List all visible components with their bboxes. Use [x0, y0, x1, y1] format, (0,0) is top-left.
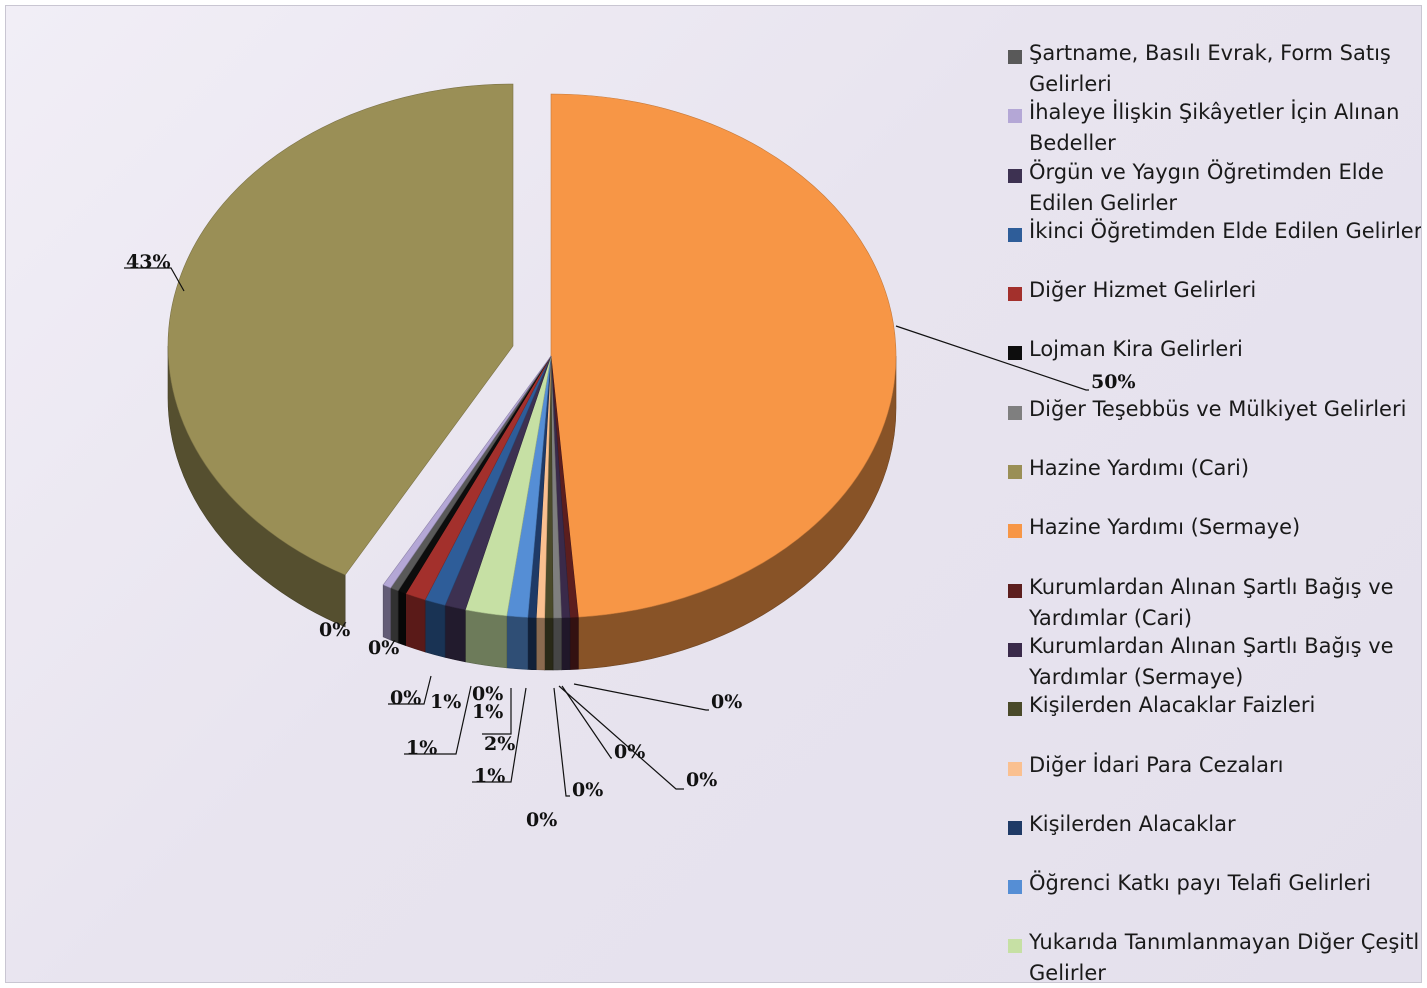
data-label: 1% [474, 765, 505, 787]
pie-slice-side [424, 599, 446, 658]
legend-label: Hazine Yardımı (Sermaye) [1029, 515, 1301, 540]
legend-item: Öğrenci Katkı payı Telafi Gelirleri [1006, 871, 1421, 931]
pie-tops [167, 83, 897, 619]
legend-item: Kişilerden Alacaklar [1006, 812, 1421, 872]
data-label: 0% [711, 691, 742, 713]
pie-slice [550, 93, 897, 618]
pie-slice-side [535, 617, 545, 671]
pie-slice-side [405, 593, 426, 653]
data-label: 0% [319, 619, 350, 641]
legend-label: Kurumlardan Alınan Şartlı Bağış ve Yardı… [1029, 574, 1394, 630]
data-label: 1% [430, 691, 461, 713]
legend-swatch [1008, 939, 1022, 954]
legend-swatch [1008, 287, 1022, 302]
legend-swatch [1008, 227, 1022, 242]
legend: Şartname, Basılı Evrak, Form Satış Gelir… [1006, 41, 1421, 982]
leader-line [561, 685, 612, 759]
data-label: 0% [368, 637, 399, 659]
leader-line [482, 688, 512, 735]
legend-item: Hazine Yardımı (Sermaye) [1006, 515, 1421, 575]
legend-label: İhaleye İlişkin Şikâyetler İçin Alınan B… [1029, 100, 1400, 156]
chart-frame: 0% 0% 1% 1% 1% 0% 0% 43% 50% 0% 0% 0% 0% 1% 2% 0% Şartn… [5, 5, 1422, 983]
legend-label: Kişilerden Alacaklar Faizleri [1029, 693, 1316, 718]
legend-swatch [1008, 109, 1022, 124]
legend-item: Kişilerden Alacaklar Faizleri [1006, 693, 1421, 753]
pie-chart: 0%0%1%1%1%0%0%43%50%0%0%0%0%1%2%0% [124, 83, 1136, 831]
legend-label: Öğrenci Katkı payı Telafi Gelirleri [1029, 871, 1372, 896]
data-label: 0% [614, 741, 645, 763]
pie-slice-side [552, 617, 562, 671]
pie-slice [167, 83, 514, 576]
legend-label: Kişilerden Alacaklar [1029, 811, 1236, 836]
leader-line [895, 325, 1089, 391]
legend-label: Şartname, Basılı Evrak, Form Satış Gelir… [1029, 41, 1391, 96]
pie-slice-side [527, 617, 537, 671]
leader-line [388, 675, 432, 705]
legend-item: Örgün ve Yaygın Öğretimden Elde Edilen G… [1006, 160, 1421, 220]
legend-item: Hazine Yardımı (Cari) [1006, 456, 1421, 516]
data-label: 50% [1091, 371, 1136, 393]
leader-line [404, 685, 472, 755]
legend-swatch [1008, 346, 1022, 361]
pie-slice-side [561, 617, 571, 671]
legend-swatch [1008, 583, 1022, 598]
legend-item: Diğer Teşebbüs ve Mülkiyet Gelirleri [1006, 397, 1421, 457]
legend-label: Diğer Hizmet Gelirleri [1029, 278, 1257, 303]
legend-label: Örgün ve Yaygın Öğretimden Elde Edilen G… [1029, 159, 1384, 215]
leader-line [558, 685, 684, 790]
data-label: 0% [686, 769, 717, 791]
legend-item: Kurumlardan Alınan Şartlı Bağış ve Yardı… [1006, 634, 1421, 694]
legend-label: Kurumlardan Alınan Şartlı Bağış ve Yardı… [1029, 633, 1394, 689]
pie-slice-side [569, 616, 579, 670]
pie-slice-side [444, 604, 466, 663]
data-label: 43% [126, 251, 171, 273]
data-label: 0% [572, 779, 603, 801]
legend-swatch [1008, 820, 1022, 835]
data-label: 0% [472, 683, 503, 705]
legend-swatch [1008, 405, 1022, 420]
legend-item: İhaleye İlişkin Şikâyetler İçin Alınan B… [1006, 100, 1421, 160]
legend-label: Diğer Teşebbüs ve Mülkiyet Gelirleri [1029, 396, 1407, 421]
pie-slice-side [544, 617, 554, 671]
legend-swatch [1008, 880, 1022, 895]
legend-item: Diğer Hizmet Gelirleri [1006, 278, 1421, 338]
leader-line [124, 267, 185, 292]
legend-swatch [1008, 702, 1022, 717]
legend-swatch [1008, 761, 1022, 776]
data-label: 1% [472, 701, 503, 723]
data-label: 0% [390, 687, 421, 709]
leader-lines [124, 267, 1089, 797]
legend-item: Kurumlardan Alınan Şartlı Bağış ve Yardı… [1006, 575, 1421, 635]
pie-sides [167, 345, 897, 671]
legend-label: Lojman Kira Gelirleri [1029, 337, 1243, 362]
legend-swatch [1008, 168, 1022, 183]
pie-slice-side [390, 587, 399, 644]
data-label: 2% [484, 733, 515, 755]
data-labels: 0%0%1%1%1%0%0%43%50%0%0%0%0%1%2%0% [126, 251, 1136, 831]
legend-swatch [1008, 465, 1022, 480]
data-label: 1% [406, 737, 437, 759]
pie-slice [382, 355, 552, 589]
legend-item: Yukarıda Tanımlanmayan Diğer Çeşitli Gel… [1006, 930, 1421, 982]
legend-label: Yukarıda Tanımlanmayan Diğer Çeşitli Gel… [1029, 930, 1422, 983]
legend-label: İkinci Öğretimden Elde Edilen Gelirler [1029, 218, 1422, 243]
legend-swatch [1008, 642, 1022, 657]
legend-label: Diğer İdari Para Cezaları [1029, 752, 1284, 777]
legend-item: İkinci Öğretimden Elde Edilen Gelirler [1006, 219, 1421, 279]
legend-swatch [1008, 524, 1022, 539]
leader-line [472, 687, 527, 783]
legend-swatch [1008, 50, 1022, 64]
legend-item: Lojman Kira Gelirleri [1006, 337, 1421, 397]
legend-item: Şartname, Basılı Evrak, Form Satış Gelir… [1006, 41, 1421, 101]
legend-item: Diğer İdari Para Cezaları [1006, 753, 1421, 813]
leader-line [553, 687, 570, 797]
pie-slice-side [382, 584, 391, 641]
legend-label: Hazine Yardımı (Cari) [1029, 456, 1250, 481]
pie-slice-side [506, 615, 529, 670]
leader-line [573, 683, 709, 711]
pie-slice-side [465, 609, 508, 669]
data-label: 0% [526, 809, 557, 831]
